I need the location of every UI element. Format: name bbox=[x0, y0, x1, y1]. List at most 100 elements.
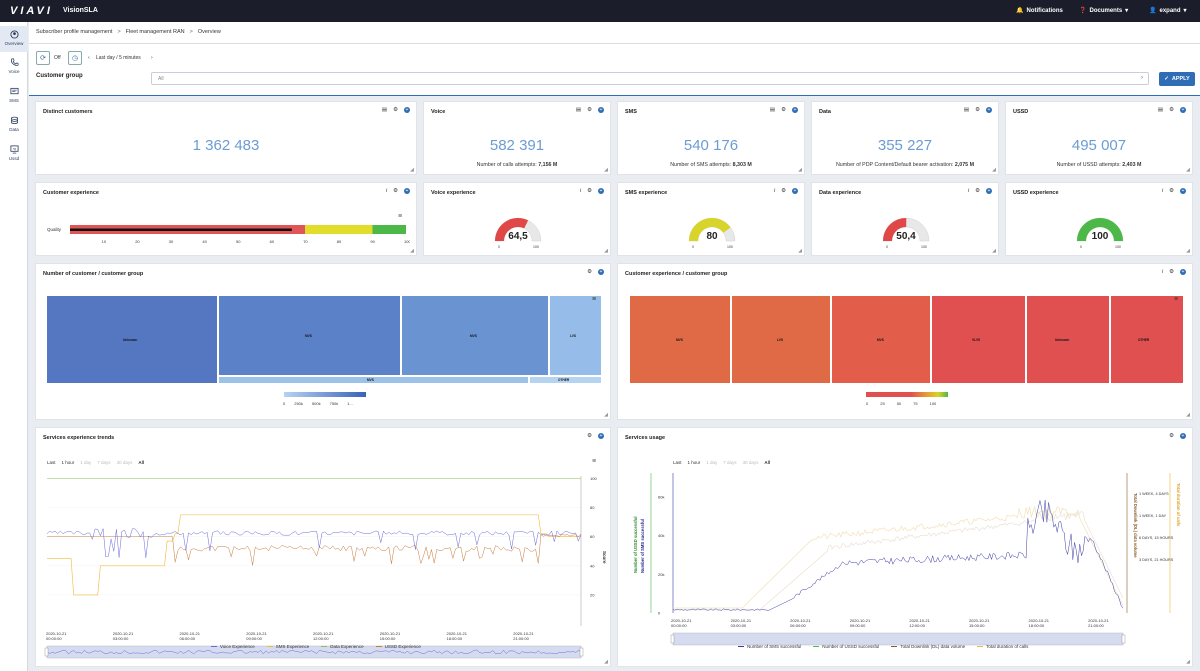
gear-icon[interactable]: ⚙ bbox=[587, 433, 592, 439]
resize-handle[interactable]: ◢ bbox=[1186, 248, 1190, 254]
resize-handle[interactable]: ◢ bbox=[992, 248, 996, 254]
treemap-cell[interactable]: OTHER bbox=[529, 376, 602, 384]
add-icon[interactable]: + bbox=[1180, 107, 1186, 113]
treemap-cell[interactable]: OTHER bbox=[1110, 295, 1184, 384]
info-icon[interactable]: i bbox=[385, 188, 388, 194]
add-icon[interactable]: + bbox=[792, 107, 798, 113]
range-1d[interactable]: 1 day bbox=[706, 460, 718, 465]
apply-button[interactable]: ✓ APPLY bbox=[1159, 72, 1195, 86]
legend-item[interactable]: USSD Experience bbox=[375, 644, 421, 649]
range-1h[interactable]: 1 hour bbox=[61, 460, 75, 465]
resize-handle[interactable]: ◢ bbox=[604, 412, 608, 418]
range-1h[interactable]: 1 hour bbox=[687, 460, 701, 465]
info-icon[interactable]: i bbox=[773, 188, 776, 194]
add-icon[interactable]: + bbox=[1180, 269, 1186, 275]
prev-range-button[interactable]: ‹ bbox=[88, 55, 90, 61]
chart-menu-icon[interactable]: ≡ bbox=[592, 458, 597, 465]
legend-item[interactable]: Total Downlink (DL) data volume bbox=[891, 644, 965, 649]
resize-handle[interactable]: ◢ bbox=[1186, 412, 1190, 418]
range-30d[interactable]: 30 days bbox=[742, 460, 759, 465]
gear-icon[interactable]: ⚙ bbox=[1169, 188, 1174, 194]
gear-icon[interactable]: ⚙ bbox=[1169, 107, 1174, 113]
treemap-cell[interactable]: Unknown bbox=[1026, 295, 1110, 384]
document-icon[interactable]: ▤ bbox=[769, 107, 776, 113]
info-icon[interactable]: i bbox=[1161, 188, 1164, 194]
add-icon[interactable]: + bbox=[598, 188, 604, 194]
treemap-cell[interactable]: LVS bbox=[549, 295, 602, 376]
treemap-cell[interactable]: MVS bbox=[629, 295, 731, 384]
add-icon[interactable]: + bbox=[986, 107, 992, 113]
range-7d[interactable]: 7 days bbox=[97, 460, 111, 465]
sidebar-item-overview[interactable]: Overview bbox=[0, 26, 28, 52]
add-icon[interactable]: + bbox=[792, 188, 798, 194]
treemap-cell[interactable]: Unknown bbox=[46, 295, 218, 384]
range-30d[interactable]: 30 days bbox=[116, 460, 133, 465]
chart-menu-icon[interactable]: ≡ bbox=[398, 213, 403, 220]
info-icon[interactable]: i bbox=[579, 188, 582, 194]
gear-icon[interactable]: ⚙ bbox=[393, 188, 398, 194]
resize-handle[interactable]: ◢ bbox=[1186, 659, 1190, 665]
add-icon[interactable]: + bbox=[986, 188, 992, 194]
gear-icon[interactable]: ⚙ bbox=[1169, 433, 1174, 439]
legend-item[interactable]: Number of USSD successful bbox=[813, 644, 879, 649]
info-icon[interactable]: i bbox=[1161, 269, 1164, 275]
refresh-button[interactable]: ⟳ bbox=[36, 51, 50, 65]
resize-handle[interactable]: ◢ bbox=[992, 167, 996, 173]
gear-icon[interactable]: ⚙ bbox=[781, 107, 786, 113]
sidebar-item-sms[interactable]: SMS bbox=[0, 83, 28, 109]
sidebar-item-data[interactable]: Data bbox=[0, 112, 28, 138]
range-all[interactable]: All bbox=[138, 460, 145, 465]
treemap-cell[interactable]: MVS bbox=[218, 295, 401, 376]
gear-icon[interactable]: ⚙ bbox=[1169, 269, 1174, 275]
resize-handle[interactable]: ◢ bbox=[604, 167, 608, 173]
resize-handle[interactable]: ◢ bbox=[604, 248, 608, 254]
legend-item[interactable]: SMS Experience bbox=[266, 644, 309, 649]
legend-item[interactable]: Voice Experience bbox=[211, 644, 255, 649]
resize-handle[interactable]: ◢ bbox=[798, 248, 802, 254]
document-icon[interactable]: ▤ bbox=[575, 107, 582, 113]
resize-handle[interactable]: ◢ bbox=[1186, 167, 1190, 173]
add-icon[interactable]: + bbox=[598, 433, 604, 439]
gear-icon[interactable]: ⚙ bbox=[393, 107, 398, 113]
breadcrumb-item[interactable]: Fleet management RAN bbox=[125, 29, 185, 35]
user-menu-button[interactable]: 👤 expand ▾ bbox=[1149, 7, 1187, 15]
range-7d[interactable]: 7 days bbox=[723, 460, 737, 465]
add-icon[interactable]: + bbox=[598, 269, 604, 275]
document-icon[interactable]: ▤ bbox=[1157, 107, 1164, 113]
add-icon[interactable]: + bbox=[598, 107, 604, 113]
gear-icon[interactable]: ⚙ bbox=[587, 188, 592, 194]
chart-menu-icon[interactable]: ≡ bbox=[1174, 296, 1179, 303]
range-all[interactable]: All bbox=[764, 460, 771, 465]
treemap-cell[interactable]: LVS bbox=[731, 295, 831, 384]
add-icon[interactable]: + bbox=[404, 107, 410, 113]
treemap-cell[interactable]: MVS bbox=[218, 376, 529, 384]
notifications-button[interactable]: 🔔 Notifications bbox=[1016, 7, 1063, 15]
resize-handle[interactable]: ◢ bbox=[410, 248, 414, 254]
add-icon[interactable]: + bbox=[404, 188, 410, 194]
add-icon[interactable]: + bbox=[1180, 433, 1186, 439]
document-icon[interactable]: ▤ bbox=[381, 107, 388, 113]
treemap-cell[interactable]: MVS bbox=[831, 295, 931, 384]
sidebar-item-ussd[interactable]: *# Ussd bbox=[0, 141, 28, 167]
legend-item[interactable]: Data Experience bbox=[321, 644, 364, 649]
resize-handle[interactable]: ◢ bbox=[798, 167, 802, 173]
info-icon[interactable]: i bbox=[967, 188, 970, 194]
range-1d[interactable]: 1 day bbox=[80, 460, 92, 465]
gear-icon[interactable]: ⚙ bbox=[975, 188, 980, 194]
documents-button[interactable]: ❓ Documents ▾ bbox=[1079, 7, 1129, 15]
gear-icon[interactable]: ⚙ bbox=[975, 107, 980, 113]
treemap-cell[interactable]: VLVS bbox=[931, 295, 1026, 384]
gear-icon[interactable]: ⚙ bbox=[587, 107, 592, 113]
customer-group-select[interactable]: All › bbox=[151, 72, 1149, 85]
document-icon[interactable]: ▤ bbox=[963, 107, 970, 113]
sidebar-item-voice[interactable]: Voice bbox=[0, 54, 28, 80]
clock-button[interactable]: ◷ bbox=[68, 51, 82, 65]
resize-handle[interactable]: ◢ bbox=[410, 167, 414, 173]
gear-icon[interactable]: ⚙ bbox=[781, 188, 786, 194]
time-range[interactable]: Last day / 5 minutes bbox=[96, 55, 141, 61]
legend-item[interactable]: Total duration of calls bbox=[977, 644, 1028, 649]
add-icon[interactable]: + bbox=[1180, 188, 1186, 194]
resize-handle[interactable]: ◢ bbox=[604, 659, 608, 665]
treemap-cell[interactable]: MVS bbox=[401, 295, 549, 376]
next-range-button[interactable]: › bbox=[151, 55, 153, 61]
